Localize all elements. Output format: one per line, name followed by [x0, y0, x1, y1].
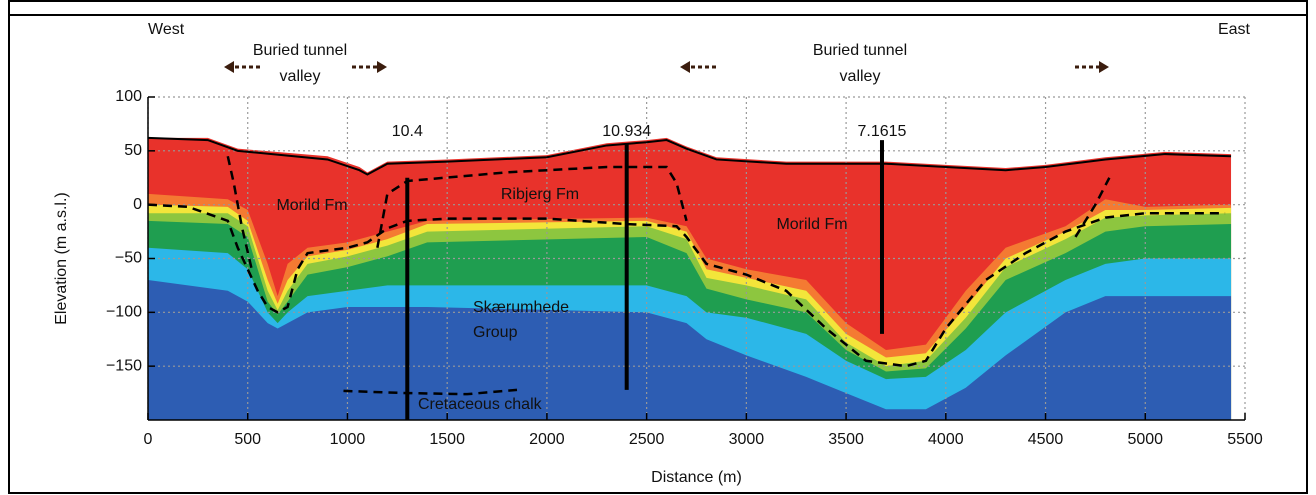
frame: [8, 0, 1308, 494]
annotations: West East Buried tunnel valley Buried tu…: [148, 21, 1251, 413]
y-tick-label: −50: [115, 250, 142, 267]
borehole-label: 10.4: [392, 123, 423, 140]
annotation: Morild Fm: [776, 216, 847, 233]
x-tick-label: 3000: [729, 431, 765, 448]
x-tick-label: 2500: [629, 431, 665, 448]
x-tick-label: 0: [144, 431, 153, 448]
resistivity-layer: [148, 280, 1232, 420]
annotation: Skærumhede: [473, 299, 569, 316]
annotation: East: [1218, 21, 1251, 38]
formation-boundary: [1074, 177, 1111, 238]
borehole-label: 7.1615: [858, 123, 907, 140]
x-tick-label: 3500: [828, 431, 864, 448]
annotation: Cretaceous chalk: [418, 396, 543, 413]
x-axis-label: Distance (m): [651, 469, 742, 486]
y-tick-label: 100: [115, 88, 142, 105]
annotation: valley: [840, 68, 881, 85]
x-tick-label: 4500: [1028, 431, 1064, 448]
formation-boundary: [376, 165, 688, 248]
annotation: Buried tunnel: [813, 42, 907, 59]
borehole-label: 10.934: [602, 123, 651, 140]
formation-boundary: [343, 388, 518, 396]
annotation: Group: [473, 324, 518, 341]
arrow-head: [1099, 61, 1109, 73]
formation-boundary: [147, 203, 1226, 368]
x-tick-label: 1500: [429, 431, 465, 448]
x-tick-label: 1000: [330, 431, 366, 448]
surface-line: [147, 136, 1232, 176]
annotation: Ribjerg Fm: [501, 186, 579, 203]
arrow-head: [680, 61, 690, 73]
annotation: Morild Fm: [276, 197, 347, 214]
x-tick-label: 500: [234, 431, 261, 448]
y-axis-label: Elevation (m a.s.l.): [53, 192, 70, 324]
formation-boundary: [226, 155, 253, 270]
y-tick-label: −100: [106, 304, 142, 321]
arrow-head: [224, 61, 234, 73]
x-tick-label: 4000: [928, 431, 964, 448]
y-tick-label: 50: [124, 142, 142, 159]
y-tick-label: −150: [106, 357, 142, 374]
arrows: [224, 61, 1109, 73]
arrow-head: [377, 61, 387, 73]
annotation: valley: [280, 68, 321, 85]
x-tick-label: 5000: [1127, 431, 1163, 448]
y-tick-label: 0: [133, 196, 142, 213]
annotation: West: [148, 21, 185, 38]
annotation: Buried tunnel: [253, 42, 347, 59]
x-tick-label: 5500: [1227, 431, 1263, 448]
x-tick-label: 2000: [529, 431, 565, 448]
